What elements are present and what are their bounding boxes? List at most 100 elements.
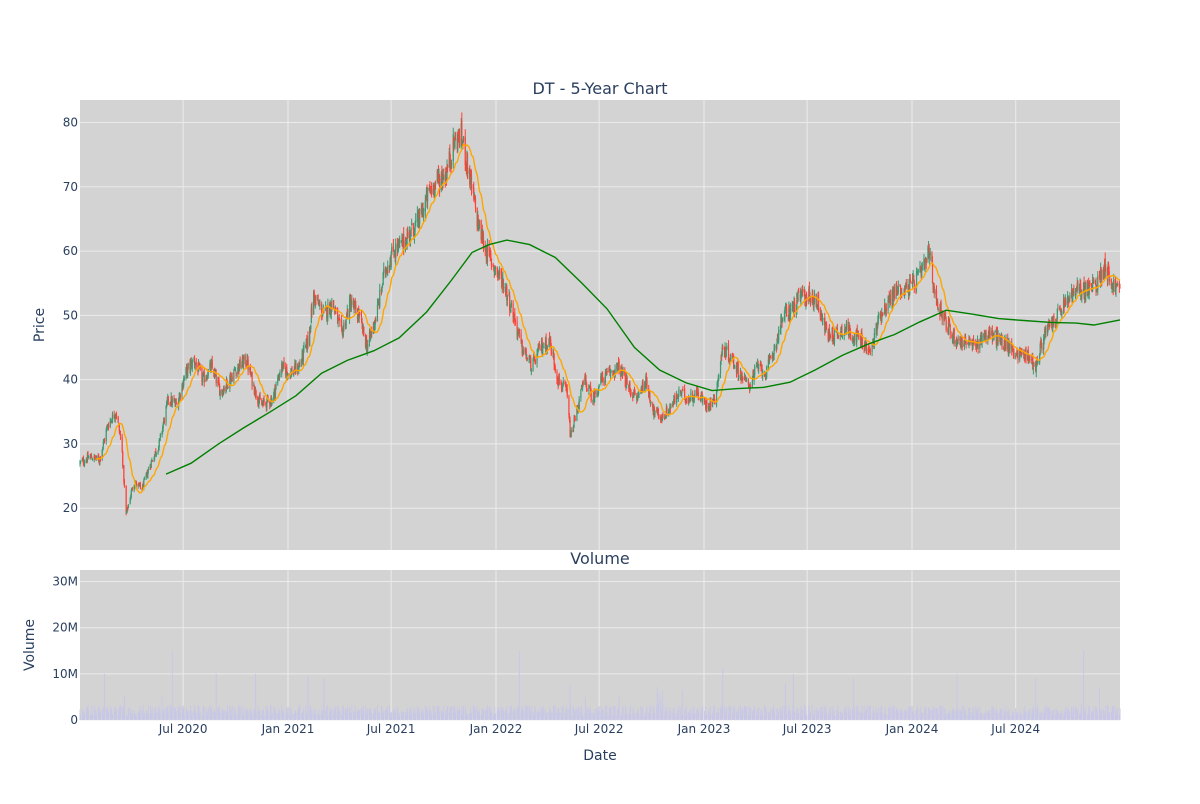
volume-bar xyxy=(333,708,335,720)
candle-body xyxy=(1067,296,1069,299)
volume-bar xyxy=(557,713,559,720)
volume-bar xyxy=(642,710,644,720)
candle-body xyxy=(877,320,879,326)
volume-bar xyxy=(537,713,539,720)
volume-bar xyxy=(259,710,261,720)
candle-body xyxy=(824,330,826,333)
candle-body xyxy=(849,331,852,340)
candle-body xyxy=(719,361,722,374)
candle-body xyxy=(106,427,108,431)
volume-bar xyxy=(443,705,445,720)
volume-bar xyxy=(1004,712,1006,720)
volume-bar xyxy=(118,706,120,720)
volume-bar xyxy=(334,710,336,720)
volume-bar xyxy=(997,712,999,720)
volume-bar xyxy=(971,712,973,720)
volume-bar xyxy=(534,706,536,720)
candle-body xyxy=(747,381,750,386)
candle-body xyxy=(130,496,132,499)
candle-body xyxy=(466,152,469,174)
volume-bar xyxy=(713,705,715,720)
candle-body xyxy=(337,318,339,323)
volume-bar xyxy=(123,696,125,720)
candle-body xyxy=(374,319,376,326)
volume-bar xyxy=(1114,708,1116,720)
volume-bar xyxy=(311,709,313,720)
moving-average-short-line xyxy=(95,143,1121,494)
candle-body xyxy=(109,420,111,427)
volume-bar xyxy=(721,711,723,720)
volume-bar xyxy=(269,715,271,720)
candle-body xyxy=(121,436,123,452)
volume-bar xyxy=(630,715,632,720)
volume-bar xyxy=(221,708,223,720)
volume-bar xyxy=(525,705,527,720)
volume-bar xyxy=(665,707,667,720)
volume-bar xyxy=(845,711,847,720)
candle-body xyxy=(937,308,939,310)
volume-bar xyxy=(429,712,431,720)
volume-bar xyxy=(809,712,811,720)
volume-bar xyxy=(895,710,897,720)
volume-bar xyxy=(361,707,363,720)
volume-bar xyxy=(804,713,806,720)
volume-bar xyxy=(353,710,355,720)
volume-bar xyxy=(460,714,462,720)
candle-body xyxy=(1015,353,1017,355)
candle-body xyxy=(790,308,792,315)
candle-body xyxy=(561,387,563,389)
volume-bar xyxy=(287,707,289,720)
candle-body xyxy=(321,304,323,317)
candle-body xyxy=(266,396,268,408)
volume-bar xyxy=(458,711,460,720)
volume-bar xyxy=(338,712,340,720)
volume-bar xyxy=(470,712,472,720)
candle-body xyxy=(884,305,886,312)
volume-bar xyxy=(385,707,387,720)
candle-body xyxy=(580,389,582,399)
candle-body xyxy=(632,397,634,398)
candle-body xyxy=(441,173,443,176)
volume-bar xyxy=(367,709,369,720)
volume-bar xyxy=(708,709,710,720)
candle-body xyxy=(275,383,277,389)
volume-bar xyxy=(207,707,209,720)
candle-body xyxy=(518,328,520,334)
volume-bar xyxy=(1021,714,1023,720)
volume-bar xyxy=(1000,708,1002,720)
candle-body xyxy=(462,136,465,142)
volume-bar xyxy=(245,708,247,720)
candle-body xyxy=(538,343,540,347)
volume-bar xyxy=(237,705,239,720)
candle-body xyxy=(399,240,401,244)
volume-bar xyxy=(929,709,931,720)
candle-body xyxy=(983,332,985,336)
volume-bar xyxy=(1056,709,1058,720)
volume-bar xyxy=(321,711,323,720)
candle-body xyxy=(231,376,233,382)
candle-body xyxy=(1116,284,1118,287)
volume-bar xyxy=(81,709,83,720)
candle-body xyxy=(1012,346,1014,351)
candle-body xyxy=(446,166,448,179)
candle-body xyxy=(509,295,511,311)
candle-body xyxy=(654,410,656,416)
volume-bar xyxy=(592,712,594,720)
volume-bar xyxy=(467,714,469,720)
candle-body xyxy=(181,385,183,397)
volume-bar xyxy=(735,711,737,720)
candle-body xyxy=(779,330,781,331)
volume-bar xyxy=(469,714,471,720)
volume-bar xyxy=(473,707,475,720)
volume-bar xyxy=(650,705,652,720)
volume-bar xyxy=(604,705,606,720)
volume-bar xyxy=(302,708,304,720)
volume-bar xyxy=(194,709,196,720)
candle-body xyxy=(1045,327,1047,333)
volume-bar xyxy=(346,707,348,720)
volume-bar xyxy=(949,715,951,720)
volume-bar xyxy=(339,709,341,720)
volume-bar xyxy=(981,712,983,720)
volume-bar xyxy=(355,710,357,720)
volume-bar xyxy=(410,709,412,720)
